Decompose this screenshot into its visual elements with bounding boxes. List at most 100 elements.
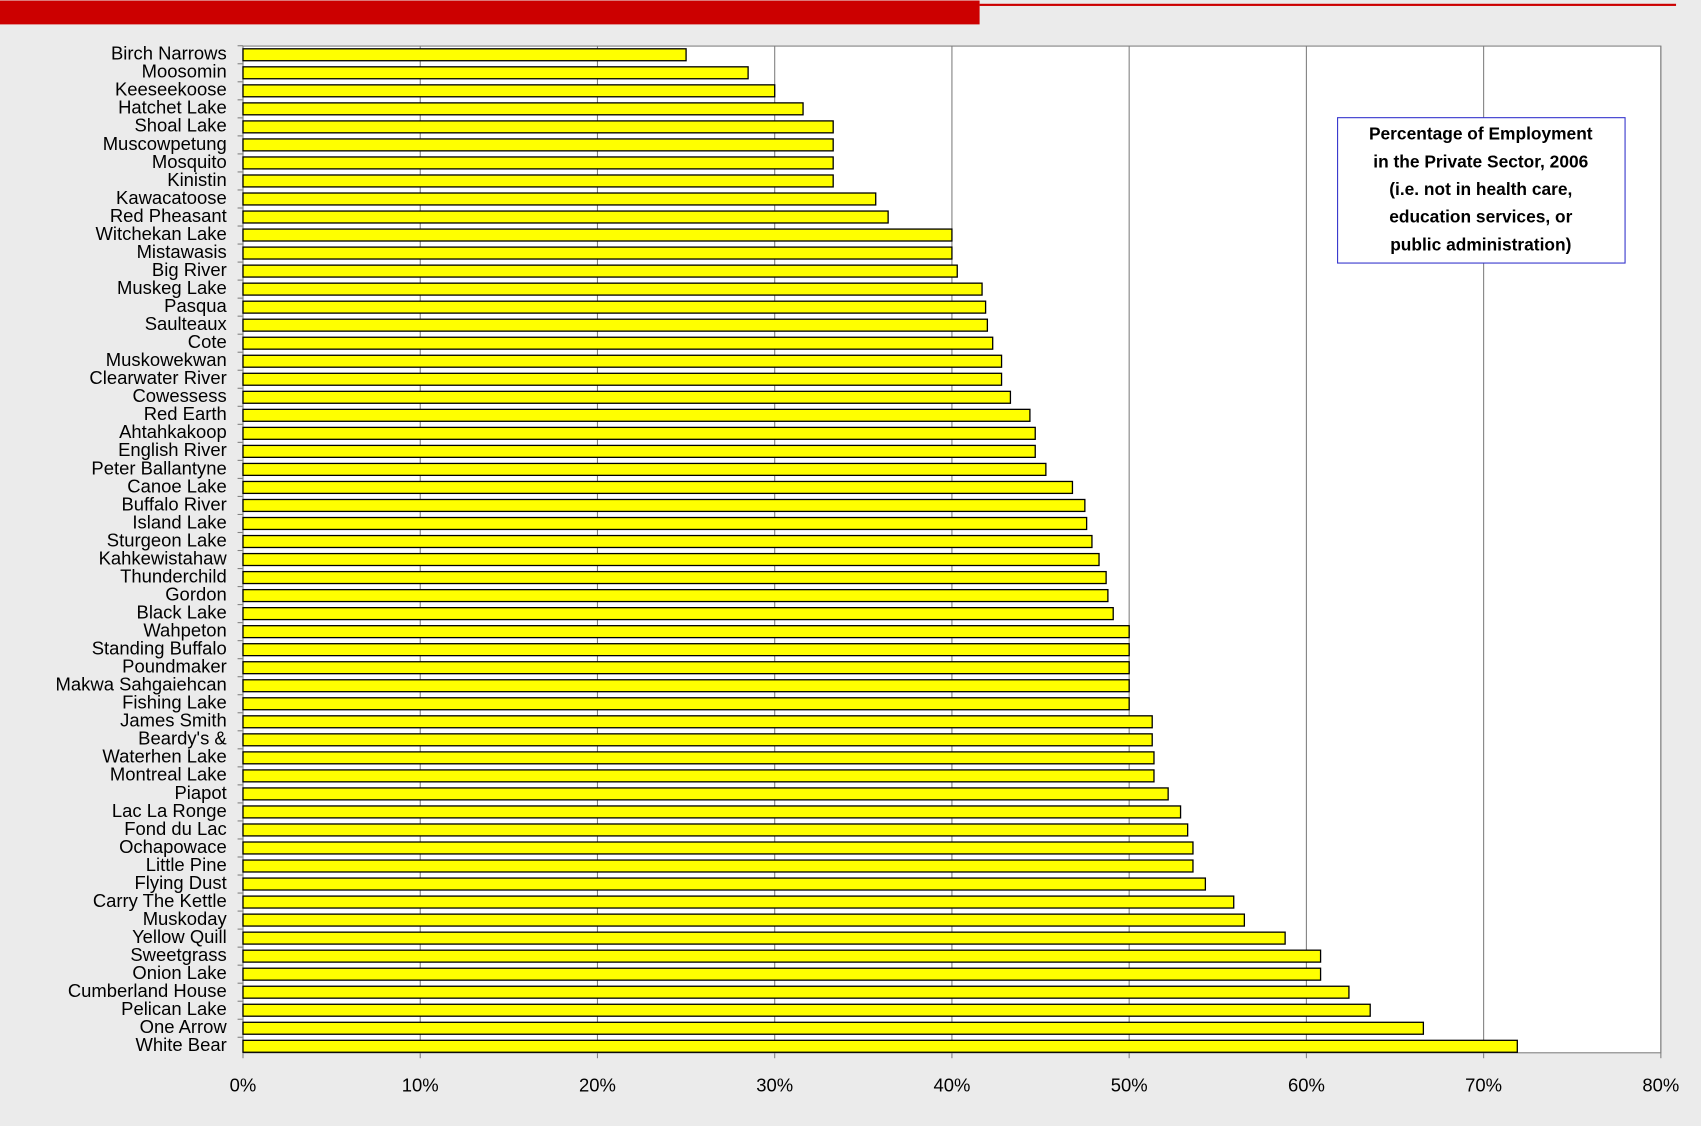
y-tick-label: Shoal Lake: [134, 115, 226, 136]
y-tick-label: Witchekan Lake: [96, 223, 227, 244]
y-tick-label: Black Lake: [137, 601, 227, 622]
y-tick-label: Kahkewistahaw: [99, 547, 228, 568]
bar: [242, 210, 889, 224]
bar: [242, 769, 1155, 783]
annotation-line: Percentage of Employment: [1369, 124, 1593, 144]
bar: [242, 390, 1012, 404]
bar: [242, 1003, 1371, 1017]
bar: [242, 805, 1182, 819]
y-tick-label: Little Pine: [146, 854, 227, 875]
bar: [242, 607, 1114, 621]
bar: [242, 1039, 1518, 1053]
labels: 0% 10% 20% 30% 40% 50% 60% 70% 80%Birch NarrowsM…: [56, 43, 1680, 1096]
y-tick-label: English River: [118, 439, 227, 460]
bar: [242, 174, 834, 188]
bar: [242, 300, 987, 314]
x-tick-label: 70%: [1465, 1074, 1502, 1095]
y-tick-label: Piapot: [174, 782, 226, 803]
bar: [242, 679, 1130, 693]
bar: [242, 949, 1322, 963]
y-tick-label: Buffalo River: [122, 493, 227, 514]
bar: [242, 498, 1086, 513]
annotation-line: education services, or: [1389, 207, 1572, 227]
y-tick-label: Beardy's &: [138, 728, 227, 749]
header-bar: [0, 0, 980, 25]
y-tick-label: Fond du Lac: [124, 818, 227, 839]
bar: [242, 120, 834, 134]
y-tick-label: Muskeg Lake: [117, 277, 227, 298]
bar: [242, 643, 1130, 657]
bar: [242, 516, 1088, 531]
bar: [242, 697, 1130, 711]
y-tick-label: Moosomin: [142, 61, 227, 82]
y-tick-label: Yellow Quill: [132, 926, 227, 947]
y-tick-label: Onion Lake: [132, 962, 226, 983]
y-tick-label: Gordon: [165, 583, 227, 604]
y-tick-label: One Arrow: [140, 1016, 228, 1037]
y-tick-label: Saulteaux: [145, 313, 228, 334]
x-tick-label: 20%: [579, 1074, 616, 1095]
x-tick-label: 60%: [1288, 1074, 1325, 1095]
bar: [242, 408, 1031, 422]
bar: [242, 661, 1130, 675]
bar: [242, 751, 1155, 765]
bar: [242, 426, 1036, 440]
annotation-line: (i.e. not in health care,: [1389, 179, 1572, 199]
y-tick-label: Kawacatoose: [116, 187, 227, 208]
x-tick-label: 50%: [1111, 1074, 1148, 1095]
x-tick-label: 80%: [1642, 1074, 1679, 1095]
y-tick-label: Muskoday: [143, 908, 228, 929]
y-tick-label: Makwa Sahgaiehcan: [56, 674, 227, 695]
y-tick-label: Sweetgrass: [130, 944, 226, 965]
bar: [242, 372, 1003, 386]
bar: [242, 354, 1003, 368]
y-tick-label: Birch Narrows: [111, 43, 227, 64]
y-tick-label: Cumberland House: [68, 980, 227, 1001]
y-tick-label: Sturgeon Lake: [107, 529, 227, 550]
y-tick-label: James Smith: [120, 710, 227, 731]
bar: [242, 787, 1169, 801]
annotation-box: [1337, 117, 1626, 264]
y-tick-label: Wahpeton: [143, 620, 226, 641]
y-tick-label: Lac La Ronge: [112, 800, 227, 821]
bar: [242, 877, 1207, 891]
bar: [242, 913, 1246, 927]
y-tick-label: Clearwater River: [89, 367, 226, 388]
bar: [242, 48, 687, 62]
bar: [242, 246, 953, 260]
header-line: [979, 3, 1677, 6]
y-tick-label: Peter Ballantyne: [91, 457, 226, 478]
bar: [242, 841, 1194, 855]
y-tick-label: Waterhen Lake: [102, 746, 226, 767]
y-tick-label: Cote: [188, 331, 227, 352]
y-tick-label: Hatchet Lake: [118, 97, 227, 118]
y-tick-label: Montreal Lake: [110, 764, 227, 785]
bar: [242, 228, 953, 242]
y-tick-label: Flying Dust: [135, 872, 227, 893]
y-tick-label: Ahtahkakoop: [119, 421, 227, 442]
y-tick-label: Canoe Lake: [127, 475, 226, 496]
bar: [242, 264, 958, 278]
bar: [242, 1021, 1425, 1035]
bar: [242, 66, 749, 80]
y-tick-label: Red Pheasant: [110, 205, 227, 226]
bar: [242, 138, 834, 152]
y-tick-label: Muskowekwan: [106, 349, 227, 370]
annotation: Percentage of Employment in the Private S…: [1337, 117, 1626, 264]
x-tick-label: 30%: [756, 1074, 793, 1095]
x-tick-label: 0%: [230, 1074, 257, 1095]
bar: [242, 985, 1350, 999]
bar: [242, 282, 983, 296]
y-tick-label: White Bear: [136, 1034, 227, 1055]
bar: [242, 552, 1100, 567]
y-tick-label: Muscowpetung: [103, 133, 227, 154]
y-tick-label: Keeseekoose: [115, 79, 227, 100]
y-tick-label: Fishing Lake: [122, 692, 227, 713]
bar: [242, 84, 776, 98]
bar: [242, 480, 1074, 495]
y-tick-label: Island Lake: [132, 511, 226, 532]
annotation-line: in the Private Sector, 2006: [1373, 151, 1588, 171]
bars: [242, 48, 1518, 1053]
